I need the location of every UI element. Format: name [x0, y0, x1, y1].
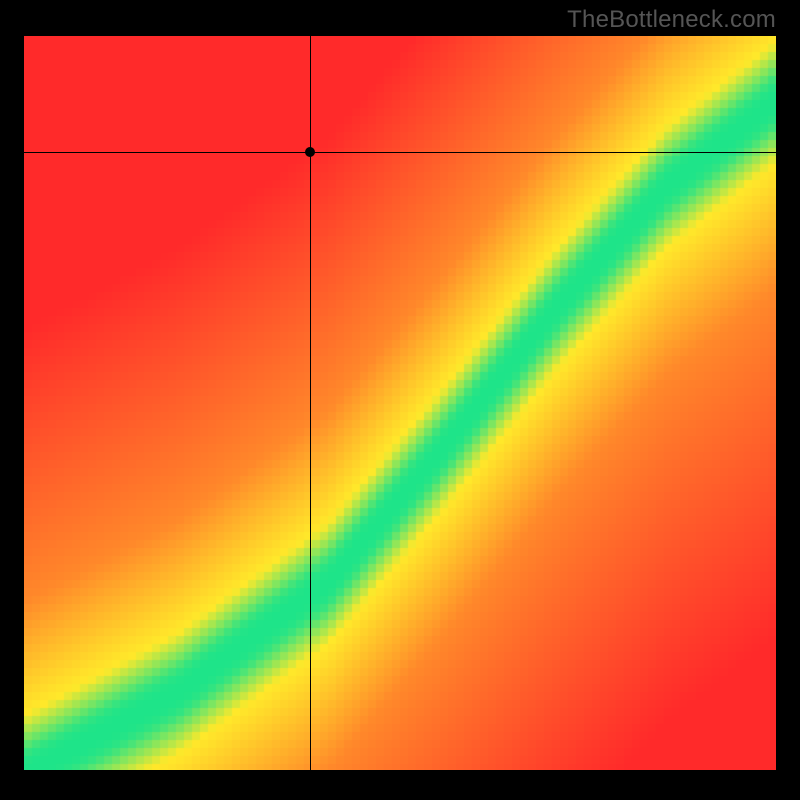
crosshair-horizontal — [24, 152, 776, 153]
heatmap-canvas — [24, 36, 776, 770]
stage: TheBottleneck.com — [0, 0, 800, 800]
crosshair-marker — [305, 147, 315, 157]
heatmap-plot — [24, 36, 776, 770]
watermark-text: TheBottleneck.com — [567, 6, 776, 34]
